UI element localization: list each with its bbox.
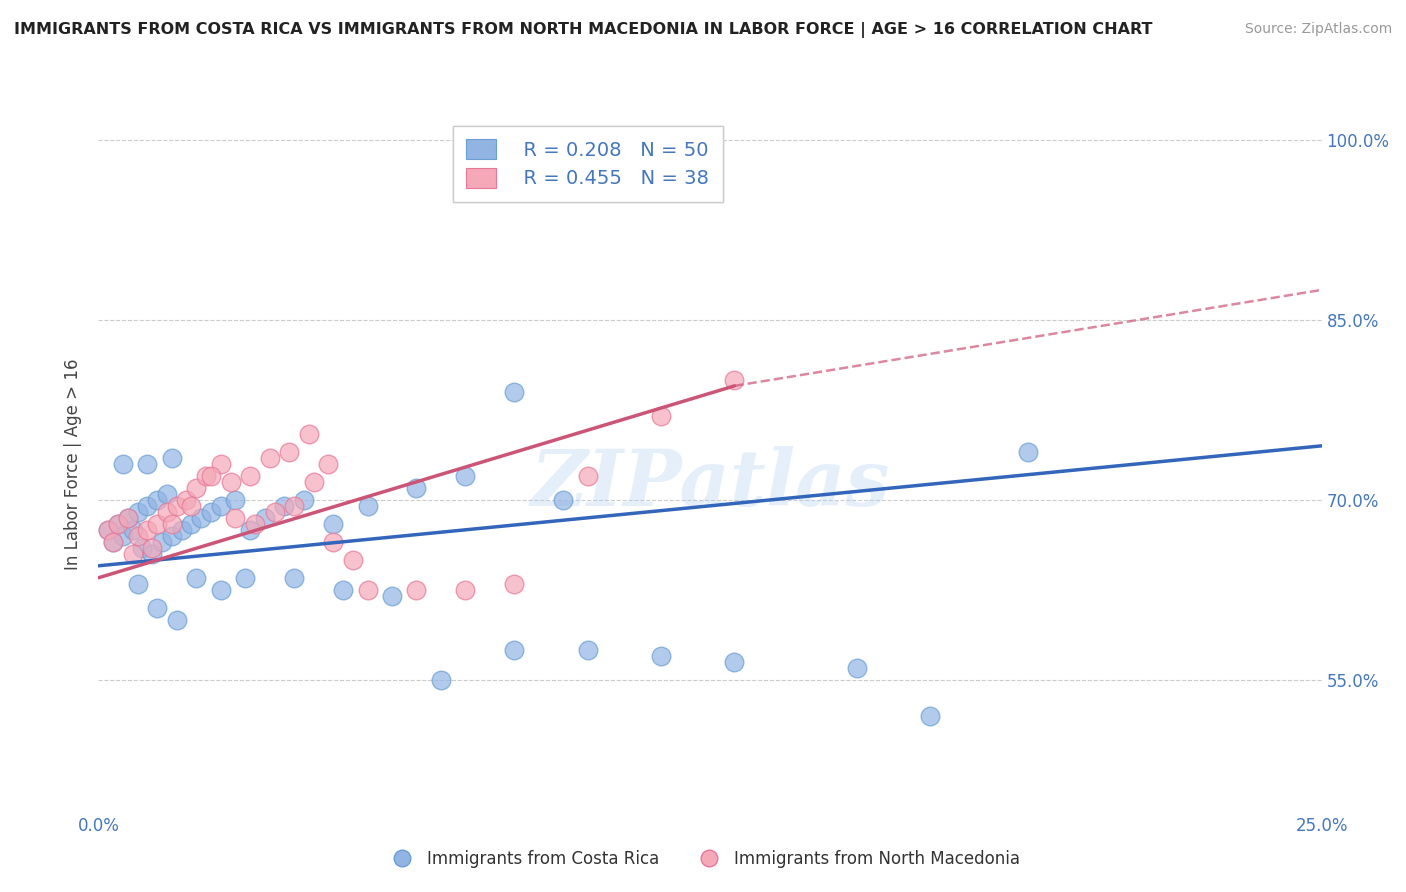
Point (141, 541, 163, 555)
Point (190, 511, 212, 525)
Point (111, 529, 134, 543)
Point (200, 505, 222, 519)
Point (127, 505, 149, 519)
Text: ZIPatlas: ZIPatlas (530, 447, 890, 523)
Point (723, 655, 745, 669)
Point (136, 523, 159, 537)
Point (97, 523, 120, 537)
Point (101, 534, 124, 549)
Point (342, 553, 364, 567)
Point (298, 426, 321, 441)
Point (292, 492, 315, 507)
Point (723, 373, 745, 387)
Point (503, 576, 526, 591)
Point (576, 642, 599, 657)
Point (259, 450, 281, 465)
Point (454, 468, 477, 483)
Point (233, 571, 256, 585)
Point (332, 582, 354, 597)
Point (136, 499, 159, 513)
Point (278, 445, 301, 459)
Point (845, 661, 868, 675)
Point (263, 505, 285, 519)
Point (141, 547, 163, 561)
Point (239, 523, 262, 537)
Point (576, 468, 599, 483)
Point (160, 516, 183, 531)
Point (356, 582, 378, 597)
Point (209, 582, 232, 597)
Point (283, 571, 305, 585)
Point (224, 511, 246, 525)
Point (156, 505, 179, 519)
Point (127, 529, 149, 543)
Point (209, 499, 232, 513)
Point (146, 600, 169, 615)
Point (302, 475, 325, 489)
Point (146, 492, 169, 507)
Point (273, 499, 295, 513)
Point (650, 648, 672, 663)
Y-axis label: In Labor Force | Age > 16: In Labor Force | Age > 16 (65, 358, 83, 570)
Point (219, 475, 242, 489)
Point (160, 529, 183, 543)
Point (318, 457, 340, 471)
Point (117, 511, 139, 525)
Point (176, 492, 198, 507)
Point (180, 499, 202, 513)
Point (195, 468, 218, 483)
Point (454, 582, 477, 597)
Point (209, 457, 232, 471)
Point (117, 511, 139, 525)
Text: Source: ZipAtlas.com: Source: ZipAtlas.com (1244, 22, 1392, 37)
Point (111, 457, 134, 471)
Text: IMMIGRANTS FROM COSTA RICA VS IMMIGRANTS FROM NORTH MACEDONIA IN LABOR FORCE | A: IMMIGRANTS FROM COSTA RICA VS IMMIGRANTS… (14, 22, 1153, 38)
Point (160, 450, 183, 465)
Point (503, 642, 526, 657)
Point (920, 708, 942, 723)
Point (224, 492, 246, 507)
Point (186, 481, 208, 495)
Point (356, 499, 378, 513)
Legend: Immigrants from Costa Rica, Immigrants from North Macedonia: Immigrants from Costa Rica, Immigrants f… (378, 844, 1028, 875)
Point (127, 576, 149, 591)
Point (150, 534, 173, 549)
Point (381, 589, 404, 603)
Legend:   R = 0.208   N = 50,   R = 0.455   N = 38: R = 0.208 N = 50, R = 0.455 N = 38 (453, 126, 723, 202)
Point (146, 516, 169, 531)
Point (253, 511, 276, 525)
Point (322, 516, 344, 531)
Point (283, 499, 305, 513)
Point (503, 384, 526, 399)
Point (180, 516, 202, 531)
Point (166, 499, 188, 513)
Point (405, 481, 427, 495)
Point (430, 673, 453, 687)
Point (200, 468, 222, 483)
Point (97, 523, 120, 537)
Point (650, 409, 672, 423)
Point (239, 468, 262, 483)
Point (101, 534, 124, 549)
Point (121, 523, 143, 537)
Point (166, 613, 188, 627)
Point (156, 487, 179, 501)
Point (136, 457, 159, 471)
Point (553, 492, 575, 507)
Point (186, 571, 208, 585)
Point (322, 534, 344, 549)
Point (107, 516, 129, 531)
Point (131, 541, 153, 555)
Point (170, 523, 193, 537)
Point (107, 516, 129, 531)
Point (243, 516, 266, 531)
Point (121, 547, 143, 561)
Point (405, 582, 427, 597)
Point (1017, 445, 1039, 459)
